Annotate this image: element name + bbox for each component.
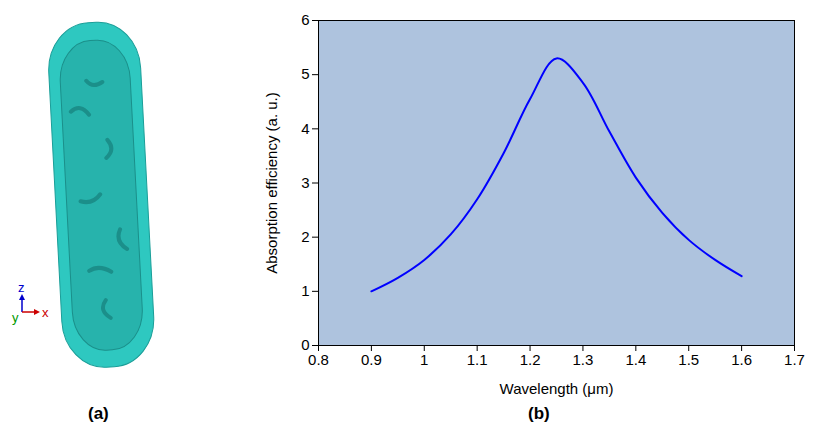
svg-text:Wavelength (μm): Wavelength (μm) [500,380,614,397]
svg-text:Absorption efficiency (a. u.): Absorption efficiency (a. u.) [263,92,280,273]
svg-text:1.3: 1.3 [573,351,594,368]
svg-text:1.1: 1.1 [467,351,488,368]
svg-text:1.2: 1.2 [520,351,541,368]
svg-text:0.9: 0.9 [361,351,382,368]
svg-text:1: 1 [301,282,309,299]
svg-text:5: 5 [301,65,309,82]
svg-text:z: z [18,280,25,295]
svg-text:1.6: 1.6 [731,351,752,368]
svg-text:0.8: 0.8 [308,351,329,368]
html-text:(a): (a) [88,404,109,423]
svg-text:1: 1 [420,351,428,368]
svg-text:1.4: 1.4 [625,351,646,368]
svg-text:4: 4 [301,120,309,137]
svg-text:1.5: 1.5 [678,351,699,368]
svg-text:2: 2 [301,228,309,245]
svg-text:3: 3 [301,174,309,191]
svg-text:1.7: 1.7 [784,351,805,368]
svg-text:y: y [12,310,19,325]
html-text:(b): (b) [528,404,550,423]
svg-text:x: x [42,305,49,320]
svg-text:0: 0 [301,336,310,354]
svg-text:6: 6 [301,11,309,28]
